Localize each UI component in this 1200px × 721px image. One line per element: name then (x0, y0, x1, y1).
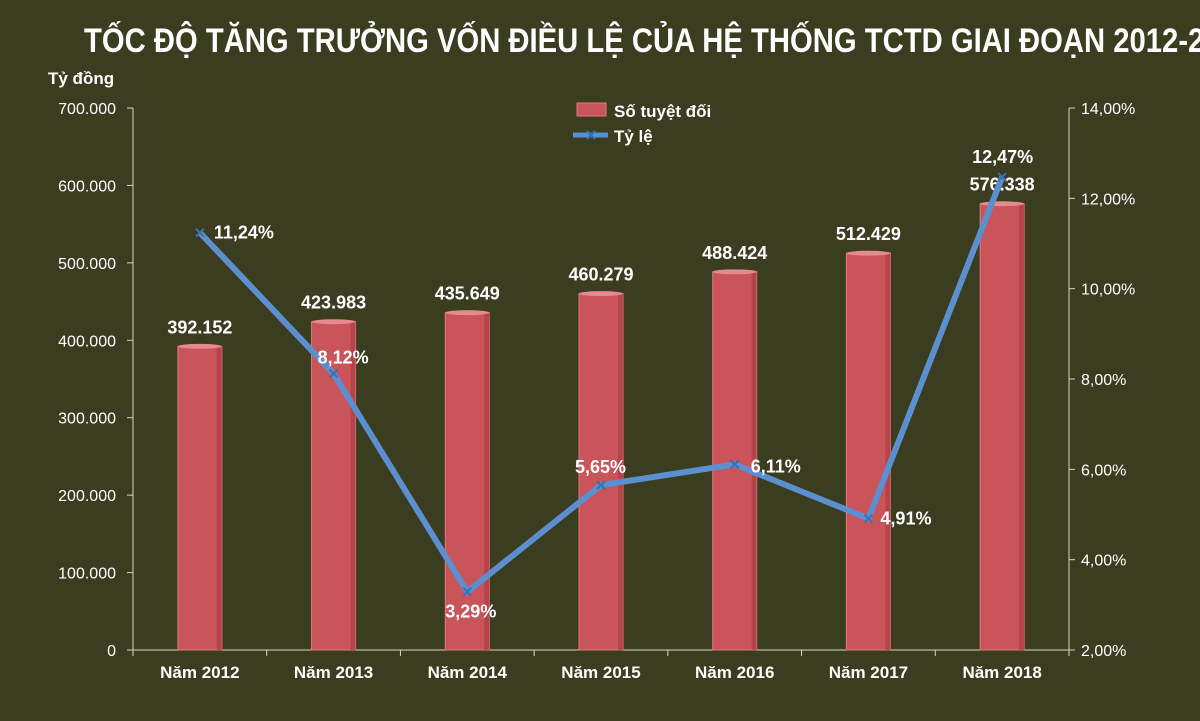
line-point (863, 513, 874, 524)
bar (177, 345, 223, 651)
line-value-label: 11,24% (214, 223, 274, 243)
line-value-label: 6,11% (751, 456, 801, 476)
legend-swatch-bar (576, 102, 607, 117)
y-tick-label: 500.000 (58, 256, 116, 273)
bar-shade (484, 312, 490, 650)
x-tick-label: Năm 2014 (428, 663, 508, 682)
line-value-label: 5,65% (575, 457, 626, 477)
y2-tick-label: 8,00% (1081, 372, 1126, 389)
bar-shade (751, 271, 757, 650)
line-point (596, 480, 606, 490)
bar-shade (1019, 203, 1025, 650)
legend-swatch-marker (586, 130, 596, 140)
y-tick-label: 400.000 (58, 333, 116, 350)
y-tick-label: 100.000 (58, 566, 116, 583)
bar-top (712, 269, 757, 275)
chart-title: TỐC ĐỘ TĂNG TRƯỞNG VỐN ĐIỀU LỆ CỦA HỆ TH… (84, 22, 1200, 60)
line-point (997, 172, 1007, 182)
x-tick-label: Năm 2013 (294, 663, 373, 682)
bar-value-label: 392.152 (167, 317, 232, 337)
bar-value-label: 488.424 (702, 243, 767, 263)
line-point (462, 587, 472, 597)
line-value-label: 4,91% (880, 509, 931, 529)
line-value-label: 8,12% (318, 348, 369, 368)
bar-shade (885, 253, 891, 650)
y-tick-label: 300.000 (58, 411, 116, 428)
y-axis-unit-label: Tỷ đồng (48, 69, 114, 88)
y-tick-label: 200.000 (58, 488, 116, 505)
y-tick-label: 0 (107, 643, 116, 660)
bar-value-label: 423.983 (301, 293, 366, 313)
bar-top (177, 343, 222, 349)
line-point (328, 368, 339, 379)
y2-tick-label: 10,00% (1081, 282, 1135, 299)
bar-top (980, 201, 1025, 207)
y-tick-label: 700.000 (58, 101, 116, 118)
bar-shade (350, 321, 356, 650)
y-tick-label: 600.000 (58, 178, 116, 195)
bar-top (579, 291, 623, 297)
bar-top (846, 250, 891, 256)
y2-tick-label: 6,00% (1081, 462, 1126, 479)
y2-tick-label: 14,00% (1081, 101, 1135, 118)
line-value-label: 12,47% (972, 147, 1033, 167)
bar (444, 312, 490, 651)
bar-top (445, 310, 490, 316)
x-tick-label: Năm 2015 (561, 663, 640, 682)
bar (712, 271, 758, 651)
legend-label-bar: Số tuyệt đối (614, 102, 711, 121)
x-tick-label: Năm 2018 (962, 663, 1041, 682)
line-value-label: 3,29% (445, 602, 496, 622)
bar (845, 252, 891, 651)
bar-value-label: 512.429 (836, 224, 901, 244)
bar (979, 203, 1025, 651)
bar-shade (618, 293, 623, 650)
y2-tick-label: 4,00% (1081, 553, 1126, 570)
x-tick-label: Năm 2016 (695, 663, 774, 682)
x-tick-label: Năm 2012 (160, 663, 239, 682)
bar-value-label: 460.279 (568, 265, 633, 285)
line-point (195, 227, 205, 238)
legend-label-line: Tỷ lệ (614, 127, 653, 146)
x-tick-label: Năm 2017 (829, 663, 908, 682)
y2-tick-label: 12,00% (1081, 191, 1135, 208)
y2-tick-label: 2,00% (1081, 643, 1126, 660)
bar-value-label: 435.649 (435, 284, 500, 304)
bar-top (311, 319, 356, 325)
line-point (730, 459, 740, 470)
bar (578, 293, 624, 651)
bar-shade (216, 346, 222, 650)
